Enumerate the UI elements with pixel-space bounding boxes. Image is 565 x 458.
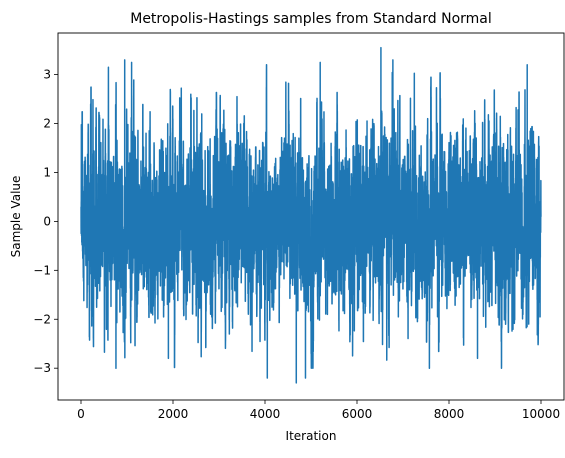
y-tick-label: −3 (33, 361, 51, 375)
x-axis-label: Iteration (286, 429, 337, 443)
y-tick-label: 1 (43, 165, 51, 179)
x-tick-label: 4000 (250, 407, 281, 421)
x-tick-label: 10000 (522, 407, 560, 421)
y-axis-ticks: −3 −2 −1 0 1 2 3 (33, 68, 58, 375)
y-tick-label: 2 (43, 117, 51, 131)
y-tick-label: −1 (33, 263, 51, 277)
x-tick-label: 6000 (342, 407, 373, 421)
x-tick-label: 2000 (158, 407, 189, 421)
plot-area (80, 46, 542, 384)
y-tick-label: −2 (33, 312, 51, 326)
x-tick-label: 8000 (434, 407, 465, 421)
y-axis-label: Sample Value (9, 176, 23, 258)
x-axis-ticks: 0 2000 4000 6000 8000 10000 (77, 400, 560, 421)
series-line (80, 46, 542, 384)
chart-title: Metropolis-Hastings samples from Standar… (130, 11, 492, 27)
axes-frame (57, 32, 565, 401)
y-tick-label: 3 (43, 68, 51, 82)
x-tick-label: 0 (77, 407, 85, 421)
y-tick-label: 0 (43, 214, 51, 228)
